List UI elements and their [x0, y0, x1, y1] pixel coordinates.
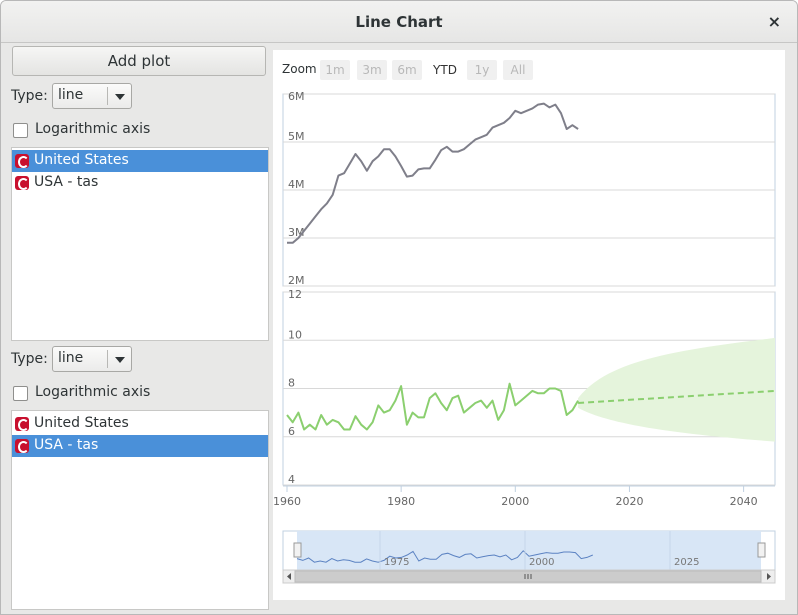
navigator-label: 1975	[384, 557, 409, 568]
navigator: 1975 2000 2025	[282, 530, 776, 584]
list-item-label: United States	[34, 152, 129, 168]
forecast-band	[578, 337, 775, 442]
scroll-right-icon[interactable]	[767, 573, 771, 580]
y-tick-label: 10	[288, 328, 302, 341]
zoom-button-6m[interactable]: 6m	[392, 60, 422, 80]
navigator-label: 2025	[674, 557, 699, 568]
forecast-line	[578, 389, 776, 404]
series-icon	[15, 417, 29, 431]
combo-separator	[107, 350, 108, 368]
log-axis-checkbox[interactable]	[13, 123, 28, 138]
x-tick-label: 2040	[730, 495, 758, 508]
series-line	[287, 102, 579, 244]
log-axis-checkbox[interactable]	[13, 386, 28, 401]
zoom-label: Zoom	[282, 62, 317, 76]
add-plot-button[interactable]: Add plot	[12, 46, 266, 76]
chevron-down-icon	[115, 94, 125, 100]
zoom-button-all[interactable]: All	[503, 60, 533, 80]
type-select-value: line	[58, 350, 84, 366]
log-axis-label: Logarithmic axis	[35, 384, 151, 400]
navigator-range	[297, 531, 761, 570]
zoom-button-3m[interactable]: 3m	[357, 60, 387, 80]
chart-panel: Zoom 1m 3m 6m YTD 1y All 2M 3M 4M 5M 6M 4 6 8 10 12 1…	[273, 50, 785, 600]
list-item[interactable]: USA - tas	[12, 435, 268, 457]
close-icon[interactable]: ×	[767, 12, 781, 31]
y-tick-label: 5M	[288, 130, 305, 143]
x-tick-label: 1960	[273, 495, 301, 508]
type-select[interactable]: line	[52, 346, 132, 372]
navigator-left-handle[interactable]	[293, 542, 302, 558]
zoom-button-1y[interactable]: 1y	[467, 60, 497, 80]
list-item[interactable]: USA - tas	[12, 172, 268, 194]
zoom-button-ytd[interactable]: YTD	[428, 60, 462, 80]
series-list: United States USA - tas	[11, 410, 269, 610]
plot-usa-tas: 4 6 8 10 12	[282, 288, 776, 486]
y-tick-label: 6M	[288, 90, 305, 103]
series-list: United States USA - tas	[11, 147, 269, 341]
series-line	[286, 382, 579, 431]
navigator-label: 2000	[529, 557, 554, 568]
list-item-label: USA - tas	[34, 174, 99, 190]
x-tick-label: 2000	[501, 495, 529, 508]
series-icon	[15, 154, 29, 168]
navigator-right-handle[interactable]	[757, 542, 766, 558]
type-label: Type:	[11, 88, 48, 104]
type-select[interactable]: line	[52, 83, 132, 109]
list-item-label: USA - tas	[34, 437, 99, 453]
chevron-down-icon	[115, 357, 125, 363]
x-tick-label: 2020	[615, 495, 643, 508]
y-tick-label: 8	[288, 377, 295, 390]
title-bar: Line Chart ×	[1, 1, 797, 43]
y-tick-label: 6	[288, 425, 295, 438]
left-panel: Add plot Type: line Logarithmic axis Uni…	[9, 43, 269, 610]
y-tick-label: 4M	[288, 178, 305, 191]
type-label: Type:	[11, 351, 48, 367]
type-select-value: line	[58, 87, 84, 103]
zoom-button-1m[interactable]: 1m	[320, 60, 350, 80]
list-item[interactable]: United States	[12, 413, 268, 435]
series-icon	[15, 439, 29, 453]
y-tick-label: 12	[288, 288, 302, 301]
list-item[interactable]: United States	[12, 150, 268, 172]
navigator-series	[296, 550, 593, 563]
y-tick-label: 2M	[288, 274, 305, 287]
window-title: Line Chart	[355, 13, 443, 31]
series-icon	[15, 176, 29, 190]
y-tick-label: 4	[288, 473, 295, 486]
scroll-left-icon[interactable]	[287, 573, 291, 580]
x-axis: 1960 1980 2000 2020 2040	[273, 485, 775, 508]
list-item-label: United States	[34, 415, 129, 431]
log-axis-label: Logarithmic axis	[35, 121, 151, 137]
combo-separator	[107, 87, 108, 105]
x-tick-label: 1980	[387, 495, 415, 508]
